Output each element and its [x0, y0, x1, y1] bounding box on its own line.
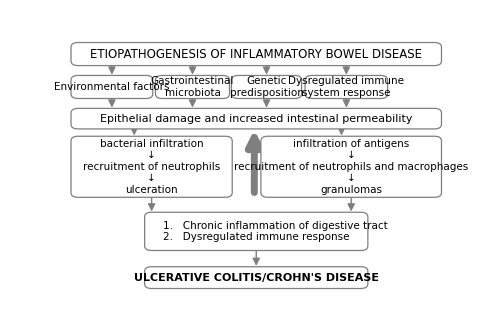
- Text: Dysregulated immune
system response: Dysregulated immune system response: [288, 76, 405, 98]
- Text: Epithelial damage and increased intestinal permeability: Epithelial damage and increased intestin…: [100, 114, 412, 124]
- FancyBboxPatch shape: [144, 267, 368, 289]
- FancyBboxPatch shape: [261, 136, 442, 197]
- FancyBboxPatch shape: [305, 75, 388, 98]
- Text: Environmental factors: Environmental factors: [54, 82, 170, 92]
- FancyBboxPatch shape: [71, 42, 442, 65]
- Text: bacterial infiltration
↓
recruitment of neutrophils
↓
ulceration: bacterial infiltration ↓ recruitment of …: [83, 139, 220, 195]
- Text: infiltration of antigens
↓
recruitment of neutrophils and macrophages
↓
granulom: infiltration of antigens ↓ recruitment o…: [234, 139, 468, 195]
- Text: ETIOPATHOGENESIS OF INFLAMMATORY BOWEL DISEASE: ETIOPATHOGENESIS OF INFLAMMATORY BOWEL D…: [90, 48, 422, 61]
- Text: Genetic
predisposition: Genetic predisposition: [230, 76, 304, 98]
- FancyBboxPatch shape: [156, 75, 230, 98]
- FancyBboxPatch shape: [144, 212, 368, 250]
- Text: ULCERATIVE COLITIS/CROHN'S DISEASE: ULCERATIVE COLITIS/CROHN'S DISEASE: [134, 273, 379, 283]
- FancyBboxPatch shape: [232, 75, 302, 98]
- Text: 1.   Chronic inflammation of digestive tract
2.   Dysregulated immune response: 1. Chronic inflammation of digestive tra…: [163, 220, 388, 242]
- Text: Gastrointestinal
microbiota: Gastrointestinal microbiota: [151, 76, 234, 98]
- FancyBboxPatch shape: [71, 108, 442, 129]
- FancyBboxPatch shape: [71, 136, 232, 197]
- FancyBboxPatch shape: [71, 75, 153, 98]
